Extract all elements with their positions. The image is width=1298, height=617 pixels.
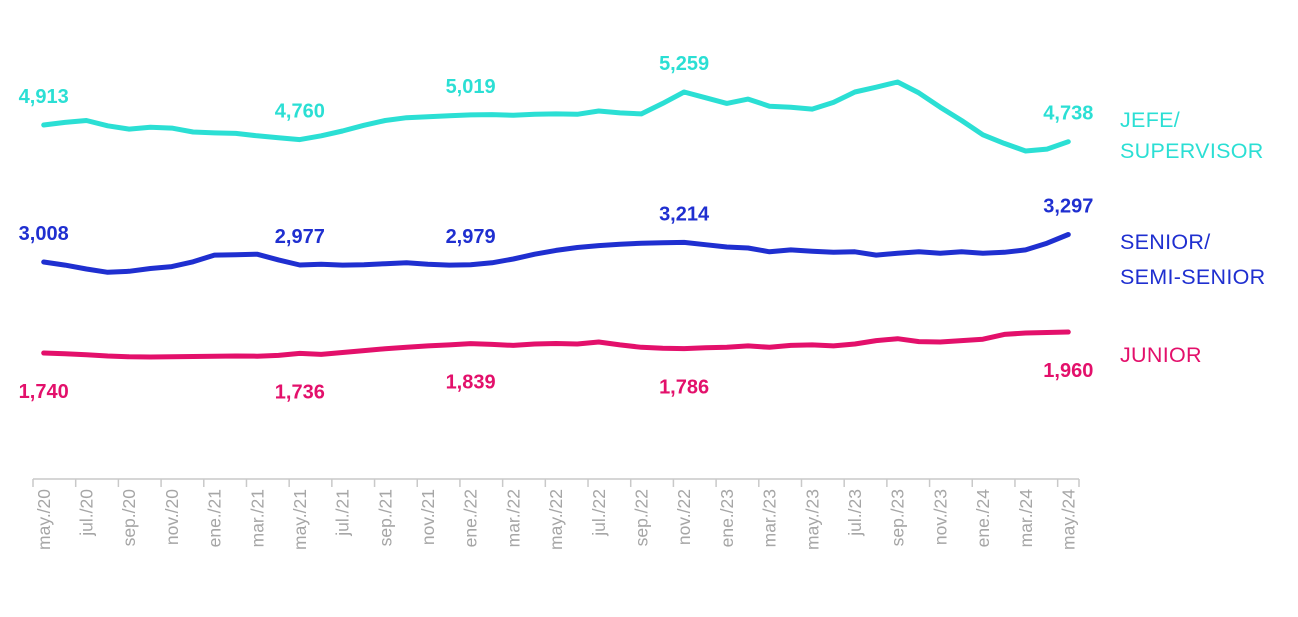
data-label-senior-semi-senior: 3,008 <box>19 223 69 245</box>
series-line-junior <box>41 329 1071 360</box>
x-axis-label: jul./21 <box>333 489 353 537</box>
x-axis-label: jul./22 <box>589 489 609 537</box>
x-axis-label: may./24 <box>1058 489 1078 550</box>
x-axis-label: ene./22 <box>461 489 481 547</box>
data-label-jefe-supervisor: 4,760 <box>275 101 325 123</box>
x-axis-label: mar./23 <box>760 489 780 547</box>
x-axis-label: jul./23 <box>845 489 865 537</box>
x-axis-label: mar./22 <box>503 489 523 547</box>
x-axis-label: mar./21 <box>247 489 267 547</box>
series-line-senior-semi-senior <box>41 232 1071 275</box>
x-axis-label: nov./21 <box>418 489 438 545</box>
legend-label-senior-semi-senior: SEMI-SENIOR <box>1120 265 1265 289</box>
data-label-jefe-supervisor: 4,738 <box>1043 103 1093 125</box>
data-label-junior: 1,740 <box>19 381 69 403</box>
x-axis-label: nov./23 <box>930 489 950 545</box>
data-label-junior: 1,736 <box>275 381 325 403</box>
x-axis-label: nov./22 <box>674 489 694 545</box>
x-axis-label: jul./20 <box>76 489 96 537</box>
legend-label-jefe-supervisor: JEFE/ <box>1120 108 1180 132</box>
data-label-senior-semi-senior: 2,979 <box>446 226 496 248</box>
x-axis-label: nov./20 <box>162 489 182 545</box>
data-label-jefe-supervisor: 4,913 <box>19 86 69 108</box>
x-axis-label: may./20 <box>34 489 54 550</box>
x-axis-label: sep./23 <box>888 489 908 546</box>
series-line-jefe-supervisor <box>41 79 1071 154</box>
x-axis-label: may./21 <box>290 489 310 550</box>
data-label-jefe-supervisor: 5,019 <box>446 76 496 98</box>
x-axis-label: mar./24 <box>1016 489 1036 548</box>
data-label-senior-semi-senior: 2,977 <box>275 226 325 248</box>
legend-label-senior-semi-senior: SENIOR/ <box>1120 230 1211 254</box>
data-label-junior: 1,839 <box>446 372 496 394</box>
data-label-junior: 1,960 <box>1043 360 1093 382</box>
x-axis-label: ene./21 <box>205 489 225 547</box>
data-label-senior-semi-senior: 3,214 <box>659 203 710 225</box>
x-axis-label: sep./22 <box>632 489 652 546</box>
x-axis-label: may./23 <box>802 489 822 550</box>
x-axis-label: sep./21 <box>375 489 395 546</box>
data-label-jefe-supervisor: 5,259 <box>659 53 709 75</box>
x-axis-label: may./22 <box>546 489 566 550</box>
x-axis-label: ene./23 <box>717 489 737 547</box>
x-axis-label: ene./24 <box>973 489 993 548</box>
x-axis-label: sep./20 <box>119 489 139 547</box>
data-label-junior: 1,786 <box>659 377 709 399</box>
data-label-senior-semi-senior: 3,297 <box>1043 196 1093 218</box>
legend-label-junior: JUNIOR <box>1120 343 1202 367</box>
legend-label-jefe-supervisor: SUPERVISOR <box>1120 139 1264 163</box>
